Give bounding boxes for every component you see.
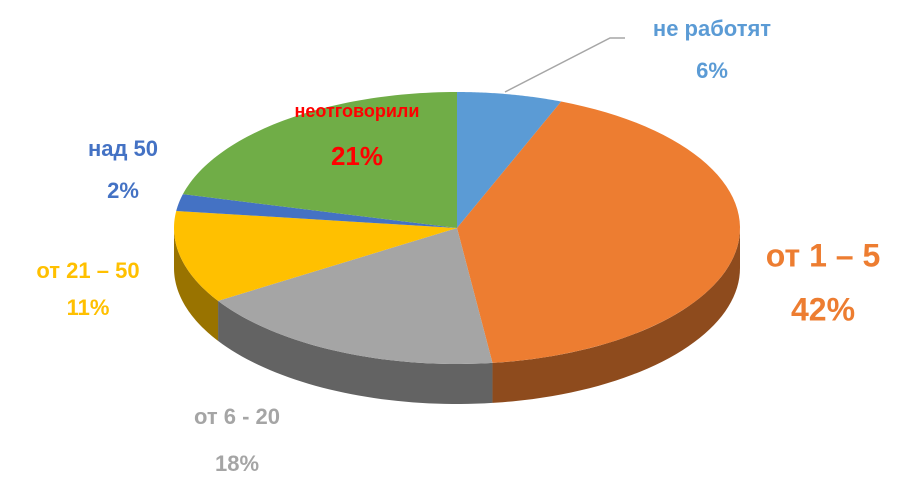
value-label: 42% [791,291,855,327]
value-label: 21% [331,141,383,171]
leader-line [504,37,625,93]
slice [176,194,457,228]
category-label: неотговорили [295,101,420,121]
value-label: 18% [215,451,259,476]
slice [218,228,493,364]
slice [182,92,457,228]
value-label: 2% [107,178,139,203]
slice [457,92,562,228]
category-label: над 50 [88,136,158,161]
value-label: 11% [67,295,110,320]
slice [457,101,740,363]
category-label: не работят [653,16,771,41]
slice-side [174,228,219,341]
slice [174,210,457,301]
slice-side [492,228,740,403]
category-label: от 1 – 5 [766,237,880,273]
slice-side [218,300,493,404]
value-label: 6% [696,58,728,83]
category-label: от 6 - 20 [194,404,280,429]
category-label: от 21 – 50 [36,258,139,283]
